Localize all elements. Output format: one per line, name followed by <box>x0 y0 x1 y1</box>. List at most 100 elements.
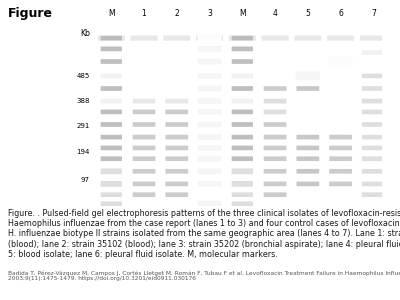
FancyBboxPatch shape <box>133 135 156 140</box>
FancyBboxPatch shape <box>232 59 253 64</box>
FancyBboxPatch shape <box>232 168 253 174</box>
FancyBboxPatch shape <box>198 145 222 151</box>
FancyBboxPatch shape <box>264 182 286 186</box>
FancyBboxPatch shape <box>98 35 125 41</box>
FancyBboxPatch shape <box>296 86 319 91</box>
FancyBboxPatch shape <box>198 181 222 187</box>
FancyBboxPatch shape <box>296 146 319 150</box>
FancyBboxPatch shape <box>362 86 385 91</box>
FancyBboxPatch shape <box>362 146 385 150</box>
FancyBboxPatch shape <box>101 146 122 150</box>
FancyBboxPatch shape <box>232 192 253 197</box>
FancyBboxPatch shape <box>264 86 286 91</box>
FancyBboxPatch shape <box>166 99 188 103</box>
FancyBboxPatch shape <box>101 181 122 187</box>
FancyBboxPatch shape <box>264 99 286 103</box>
FancyBboxPatch shape <box>133 169 156 174</box>
FancyBboxPatch shape <box>264 156 286 161</box>
FancyBboxPatch shape <box>196 35 223 41</box>
FancyBboxPatch shape <box>133 182 156 186</box>
FancyBboxPatch shape <box>166 122 188 127</box>
FancyBboxPatch shape <box>232 135 253 140</box>
FancyBboxPatch shape <box>296 182 319 186</box>
Text: 3: 3 <box>207 9 212 18</box>
FancyBboxPatch shape <box>101 135 122 140</box>
FancyBboxPatch shape <box>362 99 385 103</box>
FancyBboxPatch shape <box>101 110 122 114</box>
FancyBboxPatch shape <box>362 74 385 78</box>
FancyBboxPatch shape <box>328 56 353 67</box>
FancyBboxPatch shape <box>198 109 222 115</box>
FancyBboxPatch shape <box>329 182 352 186</box>
FancyBboxPatch shape <box>362 169 385 174</box>
Text: 7: 7 <box>371 9 376 18</box>
FancyBboxPatch shape <box>294 35 321 41</box>
FancyBboxPatch shape <box>166 169 188 174</box>
FancyBboxPatch shape <box>264 110 286 114</box>
FancyBboxPatch shape <box>329 156 352 161</box>
FancyBboxPatch shape <box>232 201 253 206</box>
FancyBboxPatch shape <box>166 135 188 140</box>
FancyBboxPatch shape <box>101 168 122 174</box>
FancyBboxPatch shape <box>133 122 156 127</box>
FancyBboxPatch shape <box>264 169 286 174</box>
FancyBboxPatch shape <box>166 110 188 114</box>
FancyBboxPatch shape <box>101 59 122 64</box>
FancyBboxPatch shape <box>198 35 222 41</box>
Text: 5: 5 <box>306 9 310 18</box>
FancyBboxPatch shape <box>232 36 253 40</box>
FancyBboxPatch shape <box>133 192 156 197</box>
FancyBboxPatch shape <box>198 192 222 198</box>
FancyBboxPatch shape <box>133 99 156 103</box>
FancyBboxPatch shape <box>198 73 222 79</box>
FancyBboxPatch shape <box>101 36 122 40</box>
FancyBboxPatch shape <box>101 86 122 91</box>
FancyBboxPatch shape <box>198 168 222 174</box>
FancyBboxPatch shape <box>232 181 253 187</box>
FancyBboxPatch shape <box>232 156 253 161</box>
Text: 4: 4 <box>273 9 278 18</box>
Text: M: M <box>239 9 246 18</box>
Text: 97: 97 <box>81 177 90 183</box>
FancyBboxPatch shape <box>362 182 385 186</box>
FancyBboxPatch shape <box>166 182 188 186</box>
Text: Badida T, Pérez-Vázquez M, Campos J, Cortés Lletget M, Román F, Tubau F et al. L: Badida T, Pérez-Vázquez M, Campos J, Cor… <box>8 270 400 281</box>
FancyBboxPatch shape <box>232 99 253 103</box>
FancyBboxPatch shape <box>296 71 320 80</box>
FancyBboxPatch shape <box>133 146 156 150</box>
FancyBboxPatch shape <box>166 192 188 197</box>
FancyBboxPatch shape <box>362 192 385 197</box>
FancyBboxPatch shape <box>133 156 156 161</box>
FancyBboxPatch shape <box>262 35 289 41</box>
FancyBboxPatch shape <box>329 146 352 150</box>
FancyBboxPatch shape <box>130 35 158 41</box>
FancyBboxPatch shape <box>360 35 387 41</box>
FancyBboxPatch shape <box>329 169 352 174</box>
FancyBboxPatch shape <box>198 98 222 104</box>
Text: 2: 2 <box>174 9 179 18</box>
FancyBboxPatch shape <box>232 46 253 51</box>
FancyBboxPatch shape <box>166 156 188 161</box>
Text: 1: 1 <box>142 9 146 18</box>
FancyBboxPatch shape <box>101 192 122 197</box>
FancyBboxPatch shape <box>232 146 253 150</box>
FancyBboxPatch shape <box>232 110 253 114</box>
FancyBboxPatch shape <box>198 85 222 91</box>
FancyBboxPatch shape <box>362 50 385 55</box>
FancyBboxPatch shape <box>198 46 222 52</box>
FancyBboxPatch shape <box>296 135 319 140</box>
FancyBboxPatch shape <box>362 135 385 140</box>
Text: M: M <box>108 9 114 18</box>
Text: 485: 485 <box>77 73 90 79</box>
Text: 6: 6 <box>338 9 343 18</box>
FancyBboxPatch shape <box>296 156 319 161</box>
FancyBboxPatch shape <box>198 58 222 64</box>
FancyBboxPatch shape <box>101 74 122 78</box>
FancyBboxPatch shape <box>166 146 188 150</box>
FancyBboxPatch shape <box>101 156 122 161</box>
FancyBboxPatch shape <box>264 135 286 140</box>
FancyBboxPatch shape <box>329 135 352 140</box>
FancyBboxPatch shape <box>296 169 319 174</box>
Text: 194: 194 <box>77 148 90 154</box>
FancyBboxPatch shape <box>362 156 385 161</box>
